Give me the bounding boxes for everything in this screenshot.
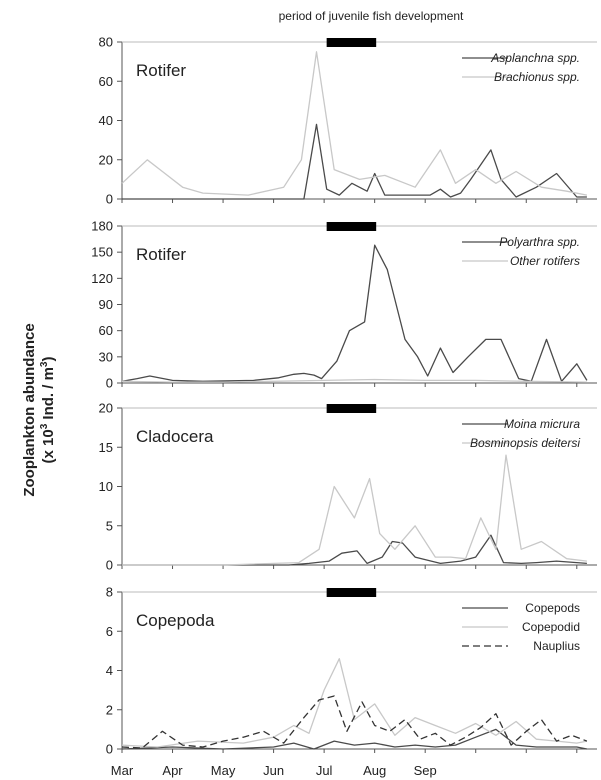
y-tick-label: 6	[106, 624, 113, 639]
legend-label: Asplanchna spp.	[490, 51, 580, 65]
y-tick-label: 15	[99, 440, 113, 455]
y-tick-label: 20	[99, 401, 113, 416]
juvenile-period-bar	[326, 588, 377, 597]
series-line-polyarthra-spp-	[121, 244, 588, 382]
panel-title: Cladocera	[136, 427, 214, 446]
y-axis-label-line2: (x 103 Ind. / m3)	[39, 357, 57, 464]
y-tick-label: 8	[106, 585, 113, 600]
legend-label: Polyarthra spp.	[499, 235, 580, 249]
panel-title: Rotifer	[136, 61, 186, 80]
juvenile-period-bar	[326, 222, 377, 231]
series-line-nauplius	[121, 695, 588, 749]
legend-label: Other rotifers	[510, 254, 580, 268]
x-tick-label: Aug	[363, 763, 386, 778]
series-line-asplanchna-spp-	[122, 123, 587, 200]
series-line-other-rotifers	[121, 378, 587, 383]
x-axis-month-labels: Mar Apr May Jun Jul Aug Sep	[111, 763, 437, 778]
legend-label: Moina micrura	[504, 417, 580, 431]
panel-1: 0 20 40 60 80 Rotifer Asplanchna spp. Brachionu…	[99, 35, 597, 207]
legend-label: Brachionus spp.	[494, 70, 580, 84]
x-tick-label: Mar	[111, 763, 134, 778]
x-tick-label: May	[211, 763, 236, 778]
series-line-moina-micrura	[122, 534, 587, 566]
y-tick-label: 80	[99, 35, 113, 50]
y-tick-label: 150	[91, 245, 113, 260]
panel-2: 0 30 60 90 120 150 180 Rotifer Polyarthra spp. Ot…	[91, 219, 597, 391]
y-tick-label: 60	[99, 323, 113, 338]
y-tick-label: 0	[106, 376, 113, 391]
x-tick-label: Jun	[263, 763, 284, 778]
y-tick-label: 120	[91, 271, 113, 286]
y-tick-label: 180	[91, 219, 113, 234]
legend-label: Copepods	[525, 601, 580, 615]
series-line-bosminopsis-deitersi	[122, 454, 587, 566]
x-tick-label: Sep	[414, 763, 437, 778]
y-tick-label: 90	[99, 297, 113, 312]
x-tick-label: Jul	[316, 763, 333, 778]
y-tick-label: 0	[106, 742, 113, 757]
y-axis-label-line1: Zooplankton abundance	[21, 323, 38, 496]
series-line-copepodid	[121, 658, 588, 748]
y-tick-label: 2	[106, 702, 113, 717]
panel-title: Rotifer	[136, 245, 186, 264]
juvenile-period-bar	[326, 38, 377, 47]
y-axis-label: Zooplankton abundance (x 103 Ind. / m3)	[21, 323, 57, 496]
y-tick-label: 20	[99, 152, 113, 167]
y-tick-label: 0	[106, 192, 113, 207]
panel-4: 0 2 4 6 8 Copepoda Copepods Copepodid Nauplius	[106, 585, 597, 757]
y-tick-label: 10	[99, 479, 113, 494]
panel-3: 0 5 10 15 20 Cladocera Moina micrura Bosminopsi…	[99, 401, 597, 573]
panel-title: Copepoda	[136, 611, 215, 630]
y-tick-label: 4	[106, 663, 113, 678]
y-tick-label: 5	[106, 518, 113, 533]
legend-label: Copepodid	[522, 620, 580, 634]
series-line-brachionus-spp-	[121, 51, 588, 196]
y-tick-label: 40	[99, 113, 113, 128]
legend-label: Bosminopsis deitersi	[470, 436, 580, 450]
juvenile-period-bar	[326, 404, 377, 413]
legend-label: Nauplius	[533, 639, 580, 653]
header-label: period of juvenile fish development	[279, 9, 464, 23]
y-tick-label: 0	[106, 558, 113, 573]
y-tick-label: 60	[99, 74, 113, 89]
x-tick-label: Apr	[162, 763, 183, 778]
series-line-copepods	[121, 728, 588, 750]
y-tick-label: 30	[99, 349, 113, 364]
